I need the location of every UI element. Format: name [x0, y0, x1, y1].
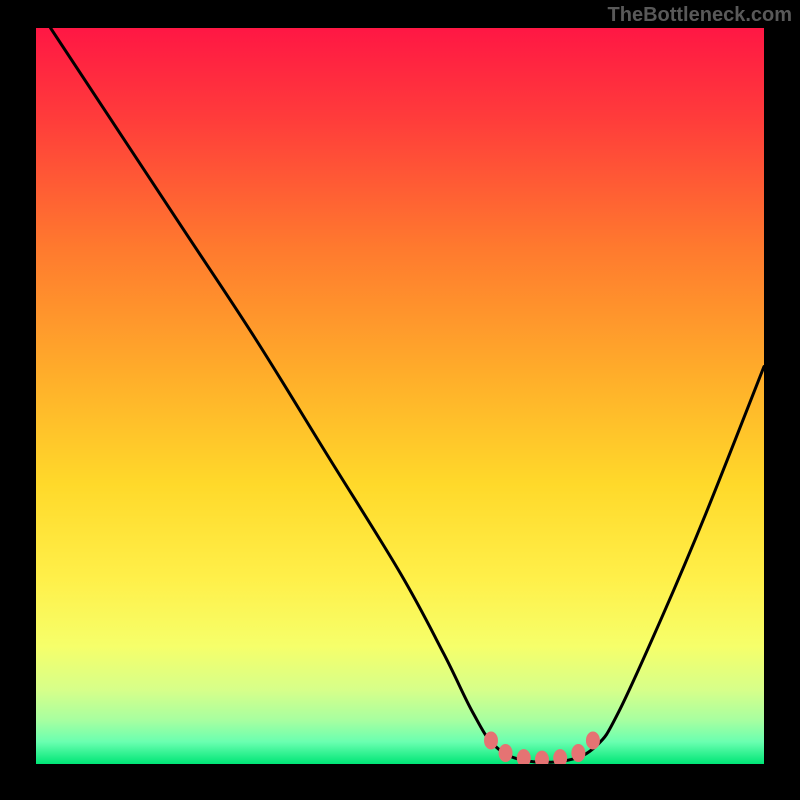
- marker-dot: [535, 751, 549, 764]
- sweet-spot-markers: [484, 731, 600, 764]
- marker-dot: [586, 731, 600, 749]
- plot-area: [36, 28, 764, 764]
- curve-layer: [36, 28, 764, 764]
- marker-dot: [553, 749, 567, 764]
- watermark-text: TheBottleneck.com: [608, 4, 792, 27]
- bottleneck-curve: [51, 28, 764, 762]
- marker-dot: [517, 749, 531, 764]
- marker-dot: [499, 744, 513, 762]
- marker-dot: [571, 744, 585, 762]
- marker-dot: [484, 731, 498, 749]
